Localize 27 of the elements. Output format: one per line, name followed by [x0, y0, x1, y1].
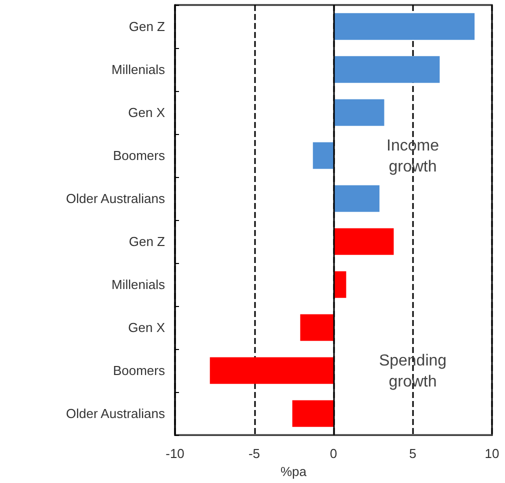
y-tick-label: Millenials: [112, 62, 166, 78]
series-label: Income growth: [386, 138, 440, 176]
bar: [334, 99, 384, 126]
bar: [292, 400, 334, 427]
y-tick-label: Older Australians: [66, 191, 166, 206]
x-tick-label: 10: [484, 446, 500, 462]
x-axis-title: %pa: [280, 464, 308, 479]
x-tick-label: 0: [330, 446, 338, 462]
bar: [334, 185, 380, 212]
x-tick-label: 5: [409, 446, 416, 462]
x-tick-label: -10: [166, 446, 184, 462]
y-tick-label: Boomers: [112, 363, 166, 378]
text: Spending growth: [378, 352, 447, 391]
y-tick-label: Gen X: [128, 320, 166, 336]
y-tick-label: Millenials: [112, 277, 166, 292]
bar: [210, 357, 334, 384]
x-tick-label: -5: [248, 446, 260, 462]
y-tick-label: Older Australians: [66, 406, 166, 422]
bar: [334, 56, 440, 83]
y-tick-label: Gen X: [128, 105, 166, 120]
y-tick-label: Gen Z: [128, 234, 166, 250]
y-tick-label: Gen Z: [128, 19, 166, 34]
bar: [312, 142, 334, 169]
y-tick-label: Boomers: [112, 148, 166, 164]
bar: [334, 228, 394, 255]
bar: [334, 13, 475, 40]
bar: [300, 314, 334, 341]
